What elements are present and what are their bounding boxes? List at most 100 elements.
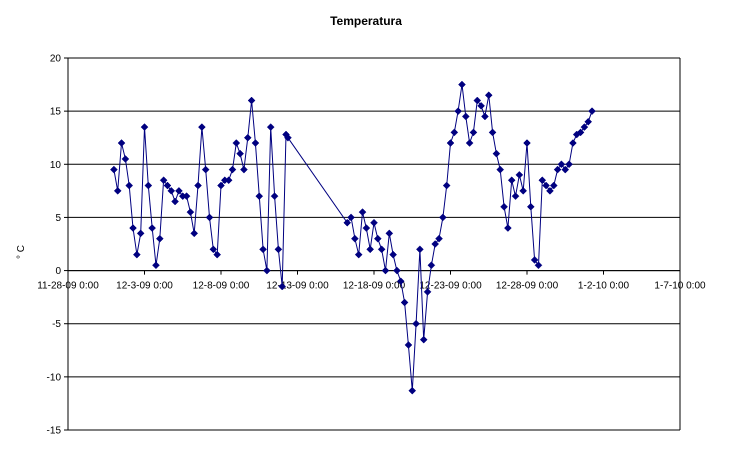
y-tick-label: 15 [50,107,62,118]
y-tick-label: 0 [55,266,61,277]
data-point [446,139,455,147]
data-point [419,335,428,344]
data-point [217,181,225,190]
data-point [140,123,149,131]
data-point [251,139,260,147]
data-point [500,202,508,211]
data-point [431,240,440,248]
data-point [408,386,417,395]
data-point [492,149,501,158]
data-point [144,181,153,190]
data-point [461,112,470,121]
data-point [435,234,443,243]
y-tick-label: 20 [50,54,62,65]
data-point [213,250,222,259]
x-tick-label: 12-3-09 0:00 [116,281,173,292]
data-point [393,266,401,275]
data-point [569,139,577,147]
data-point [454,107,463,115]
data-point [255,192,264,201]
data-point [588,107,596,115]
x-tick-label: 12-28-09 0:00 [496,281,559,292]
data-point [565,160,573,169]
x-tick-label: 12-18-09 0:00 [343,281,406,292]
data-point [362,224,371,232]
data-point [152,261,160,270]
data-point [198,123,206,131]
axes [64,57,681,431]
data-point [113,187,122,195]
data-point [155,234,164,243]
data-point [247,96,256,105]
data-point [266,123,275,131]
data-point [224,176,233,185]
data-point [469,128,478,137]
y-tick-label: -15 [47,426,62,437]
data-point [504,224,512,232]
data-point [526,202,535,211]
data-point [171,197,179,206]
data-point [373,234,382,243]
data-point [477,101,485,110]
data-point [427,261,436,270]
x-tick-label: 1-2-10 0:00 [578,281,630,292]
data-point [396,277,405,286]
x-tick-label: 12-23-09 0:00 [419,281,482,292]
data-point [159,176,168,185]
data-point [442,181,451,190]
data-point [201,165,210,174]
data-point [136,229,145,238]
data-point [553,165,562,174]
data-point [549,181,558,190]
data-point [515,171,524,179]
x-tick-label: 1-7-10 0:00 [654,281,706,292]
data-point [240,165,248,174]
data-point [465,139,474,147]
data-point [278,282,287,291]
data-point [347,213,355,222]
data-point [511,192,520,201]
data-point [228,165,237,174]
data-point [561,165,570,174]
y-tick-label: -10 [47,372,62,383]
data-point [481,112,489,121]
data-point [163,181,172,190]
data-point [121,155,130,163]
series-group [110,80,596,395]
y-tick-label: 5 [55,213,61,224]
data-point [557,160,566,169]
data-point [438,213,447,222]
data-point [377,245,386,254]
data-point [473,96,482,105]
data-point [576,128,585,137]
data-point [351,234,359,243]
data-point [274,245,283,254]
data-point [284,133,292,142]
data-point [117,139,126,147]
data-point [530,256,539,264]
y-tick-label: 10 [50,160,62,171]
data-point [496,165,505,174]
data-point [381,266,390,275]
data-point [542,181,550,190]
data-point [488,128,497,137]
data-point [343,218,352,227]
x-tick-label: 11-28-09 0:00 [37,281,99,292]
data-point [354,250,363,259]
data-point [186,208,195,216]
x-tick-label: 12-8-09 0:00 [193,281,250,292]
data-point [259,245,267,254]
data-point [358,208,367,216]
data-point [389,250,397,259]
data-point [400,298,409,307]
data-point [190,229,199,238]
y-tick-label: -5 [52,319,61,330]
data-point [125,181,134,190]
data-point [209,245,218,254]
x-tick-labels: 11-28-09 0:00 12-3-09 0:00 12-8-09 0:00 12-… [37,281,706,292]
data-point [205,213,214,222]
data-point [458,80,466,89]
data-point [412,319,420,328]
